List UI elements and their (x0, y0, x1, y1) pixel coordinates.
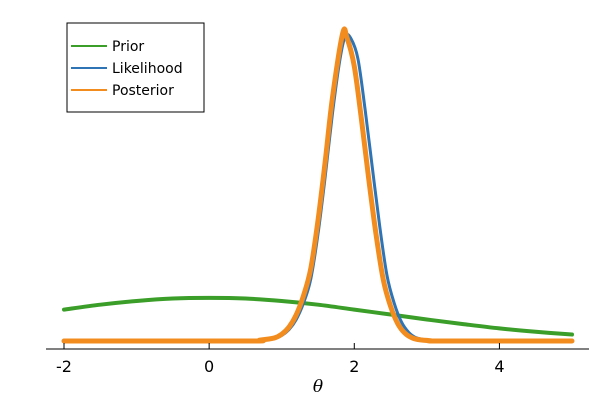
series-line-posterior (61, 26, 575, 344)
series-layer (61, 26, 575, 344)
legend-box (66, 22, 205, 113)
x-tick-label: 2 (349, 357, 359, 376)
x-axis-title: θ (313, 377, 323, 397)
x-tick-label: -2 (56, 357, 72, 376)
legend-label-likelihood: Likelihood (112, 61, 183, 77)
series-line-prior (62, 295, 574, 337)
legend-label-posterior: Posterior (112, 83, 174, 99)
x-ticks: -2 0 2 4 (56, 343, 505, 376)
legend-items: Prior Likelihood Posterior (71, 39, 183, 99)
x-tick-label: 4 (494, 357, 504, 376)
x-tick-label: 0 (204, 357, 214, 376)
legend: Prior Likelihood Posterior (66, 22, 205, 113)
legend-label-prior: Prior (112, 39, 144, 55)
